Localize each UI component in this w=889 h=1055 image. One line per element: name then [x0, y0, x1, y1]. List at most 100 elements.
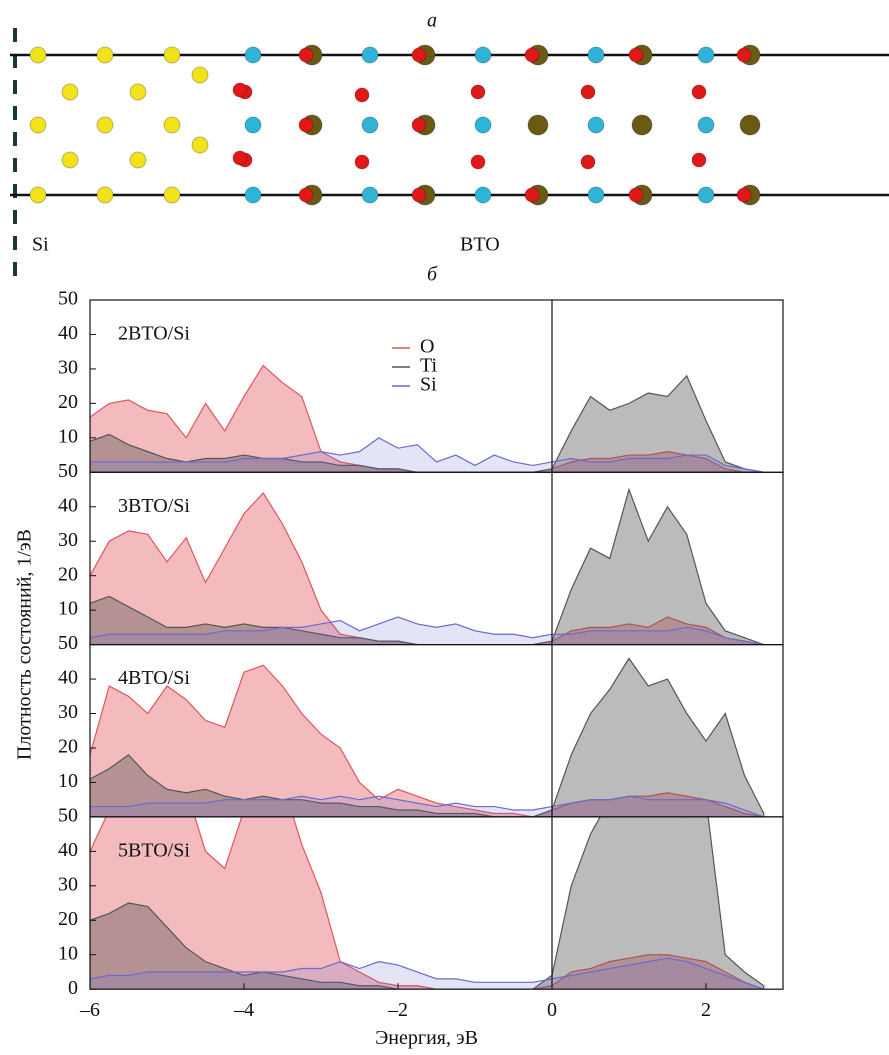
- y-tick-label: 30: [58, 357, 78, 379]
- legend-label: O: [420, 336, 434, 358]
- y-tick-label: 40: [58, 667, 78, 689]
- atom: [739, 114, 761, 136]
- atom: [697, 186, 715, 204]
- atom: [691, 84, 707, 100]
- panel-frame: [89, 816, 784, 990]
- atom: [163, 186, 181, 204]
- atom: [163, 46, 181, 64]
- atom: [354, 154, 370, 170]
- atom: [191, 136, 209, 154]
- atom: [29, 46, 47, 64]
- panel-label: 3BTO/Si: [118, 495, 190, 517]
- atom: [361, 46, 379, 64]
- atom: [527, 114, 549, 136]
- atom: [96, 116, 114, 134]
- atoms: [29, 44, 761, 206]
- y-tick-label: 50: [58, 804, 78, 826]
- atom: [474, 46, 492, 64]
- atom: [96, 46, 114, 64]
- y-axis-label: Плотность состояний, 1/эВ: [14, 529, 36, 760]
- y-tick-label: 10: [58, 770, 78, 792]
- dos-area: [90, 616, 764, 645]
- atom: [232, 82, 248, 98]
- y-tick-label: 20: [58, 908, 78, 930]
- plot-area: [90, 657, 765, 817]
- atom: [736, 187, 752, 203]
- legend-label: Si: [420, 374, 437, 396]
- atom: [29, 186, 47, 204]
- y-tick-label: 10: [58, 942, 78, 964]
- atom: [354, 87, 370, 103]
- y-tick-label: 10: [58, 425, 78, 447]
- y-tick-label: 30: [58, 873, 78, 895]
- y-tick-label: 10: [58, 598, 78, 620]
- atom: [736, 47, 752, 63]
- atom: [129, 151, 147, 169]
- atom: [587, 186, 605, 204]
- region-label: BTO: [460, 234, 500, 256]
- atom: [244, 186, 262, 204]
- atom: [298, 117, 314, 133]
- x-tick-label: –2: [387, 999, 408, 1021]
- atom: [129, 83, 147, 101]
- atom: [298, 187, 314, 203]
- y-tick-label: 50: [58, 460, 78, 482]
- legend-label: Ti: [420, 355, 438, 377]
- atom: [298, 47, 314, 63]
- plot-area: [90, 816, 765, 990]
- x-tick-label: –6: [79, 999, 100, 1021]
- y-tick-label: 30: [58, 701, 78, 723]
- panel-letter: б: [427, 264, 438, 286]
- atom: [361, 116, 379, 134]
- dos-area: [90, 664, 764, 817]
- atom: [244, 116, 262, 134]
- panel-letter: а: [427, 10, 437, 32]
- panel-label: 2BTO/Si: [118, 323, 190, 345]
- dos-area: [90, 957, 764, 990]
- atom: [96, 186, 114, 204]
- atom: [411, 47, 427, 63]
- atom: [580, 84, 596, 100]
- atom: [697, 46, 715, 64]
- atom: [631, 114, 653, 136]
- atom: [697, 116, 715, 134]
- atom: [411, 187, 427, 203]
- y-tick-label: 30: [58, 529, 78, 551]
- dos-area: [90, 795, 764, 817]
- atom: [61, 83, 79, 101]
- atom: [163, 116, 181, 134]
- y-tick-label: 20: [58, 736, 78, 758]
- atom: [474, 116, 492, 134]
- atom: [470, 84, 486, 100]
- atom: [361, 186, 379, 204]
- atom: [587, 46, 605, 64]
- y-tick-label: 20: [58, 391, 78, 413]
- panel-label: 5BTO/Si: [118, 839, 190, 861]
- dos-area: [90, 487, 764, 645]
- x-tick-label: 0: [547, 999, 557, 1021]
- dos-area: [90, 657, 765, 817]
- atom: [587, 116, 605, 134]
- atom: [580, 154, 596, 170]
- y-tick-label: 40: [58, 494, 78, 516]
- atom: [470, 154, 486, 170]
- atom: [524, 187, 540, 203]
- atom: [244, 46, 262, 64]
- atom: [191, 66, 209, 84]
- x-tick-label: 2: [701, 999, 711, 1021]
- panel-label: 4BTO/Si: [118, 667, 190, 689]
- y-tick-label: 50: [58, 632, 78, 654]
- dos-area: [90, 491, 764, 645]
- region-label: Si: [32, 234, 49, 256]
- atom: [524, 47, 540, 63]
- y-tick-label: 20: [58, 563, 78, 585]
- y-tick-label: 40: [58, 322, 78, 344]
- atom: [628, 187, 644, 203]
- plot-area: [90, 487, 764, 645]
- atom: [474, 186, 492, 204]
- atom: [232, 150, 248, 166]
- y-tick-label: 0: [68, 977, 78, 999]
- atom: [29, 116, 47, 134]
- x-tick-label: –4: [233, 999, 254, 1021]
